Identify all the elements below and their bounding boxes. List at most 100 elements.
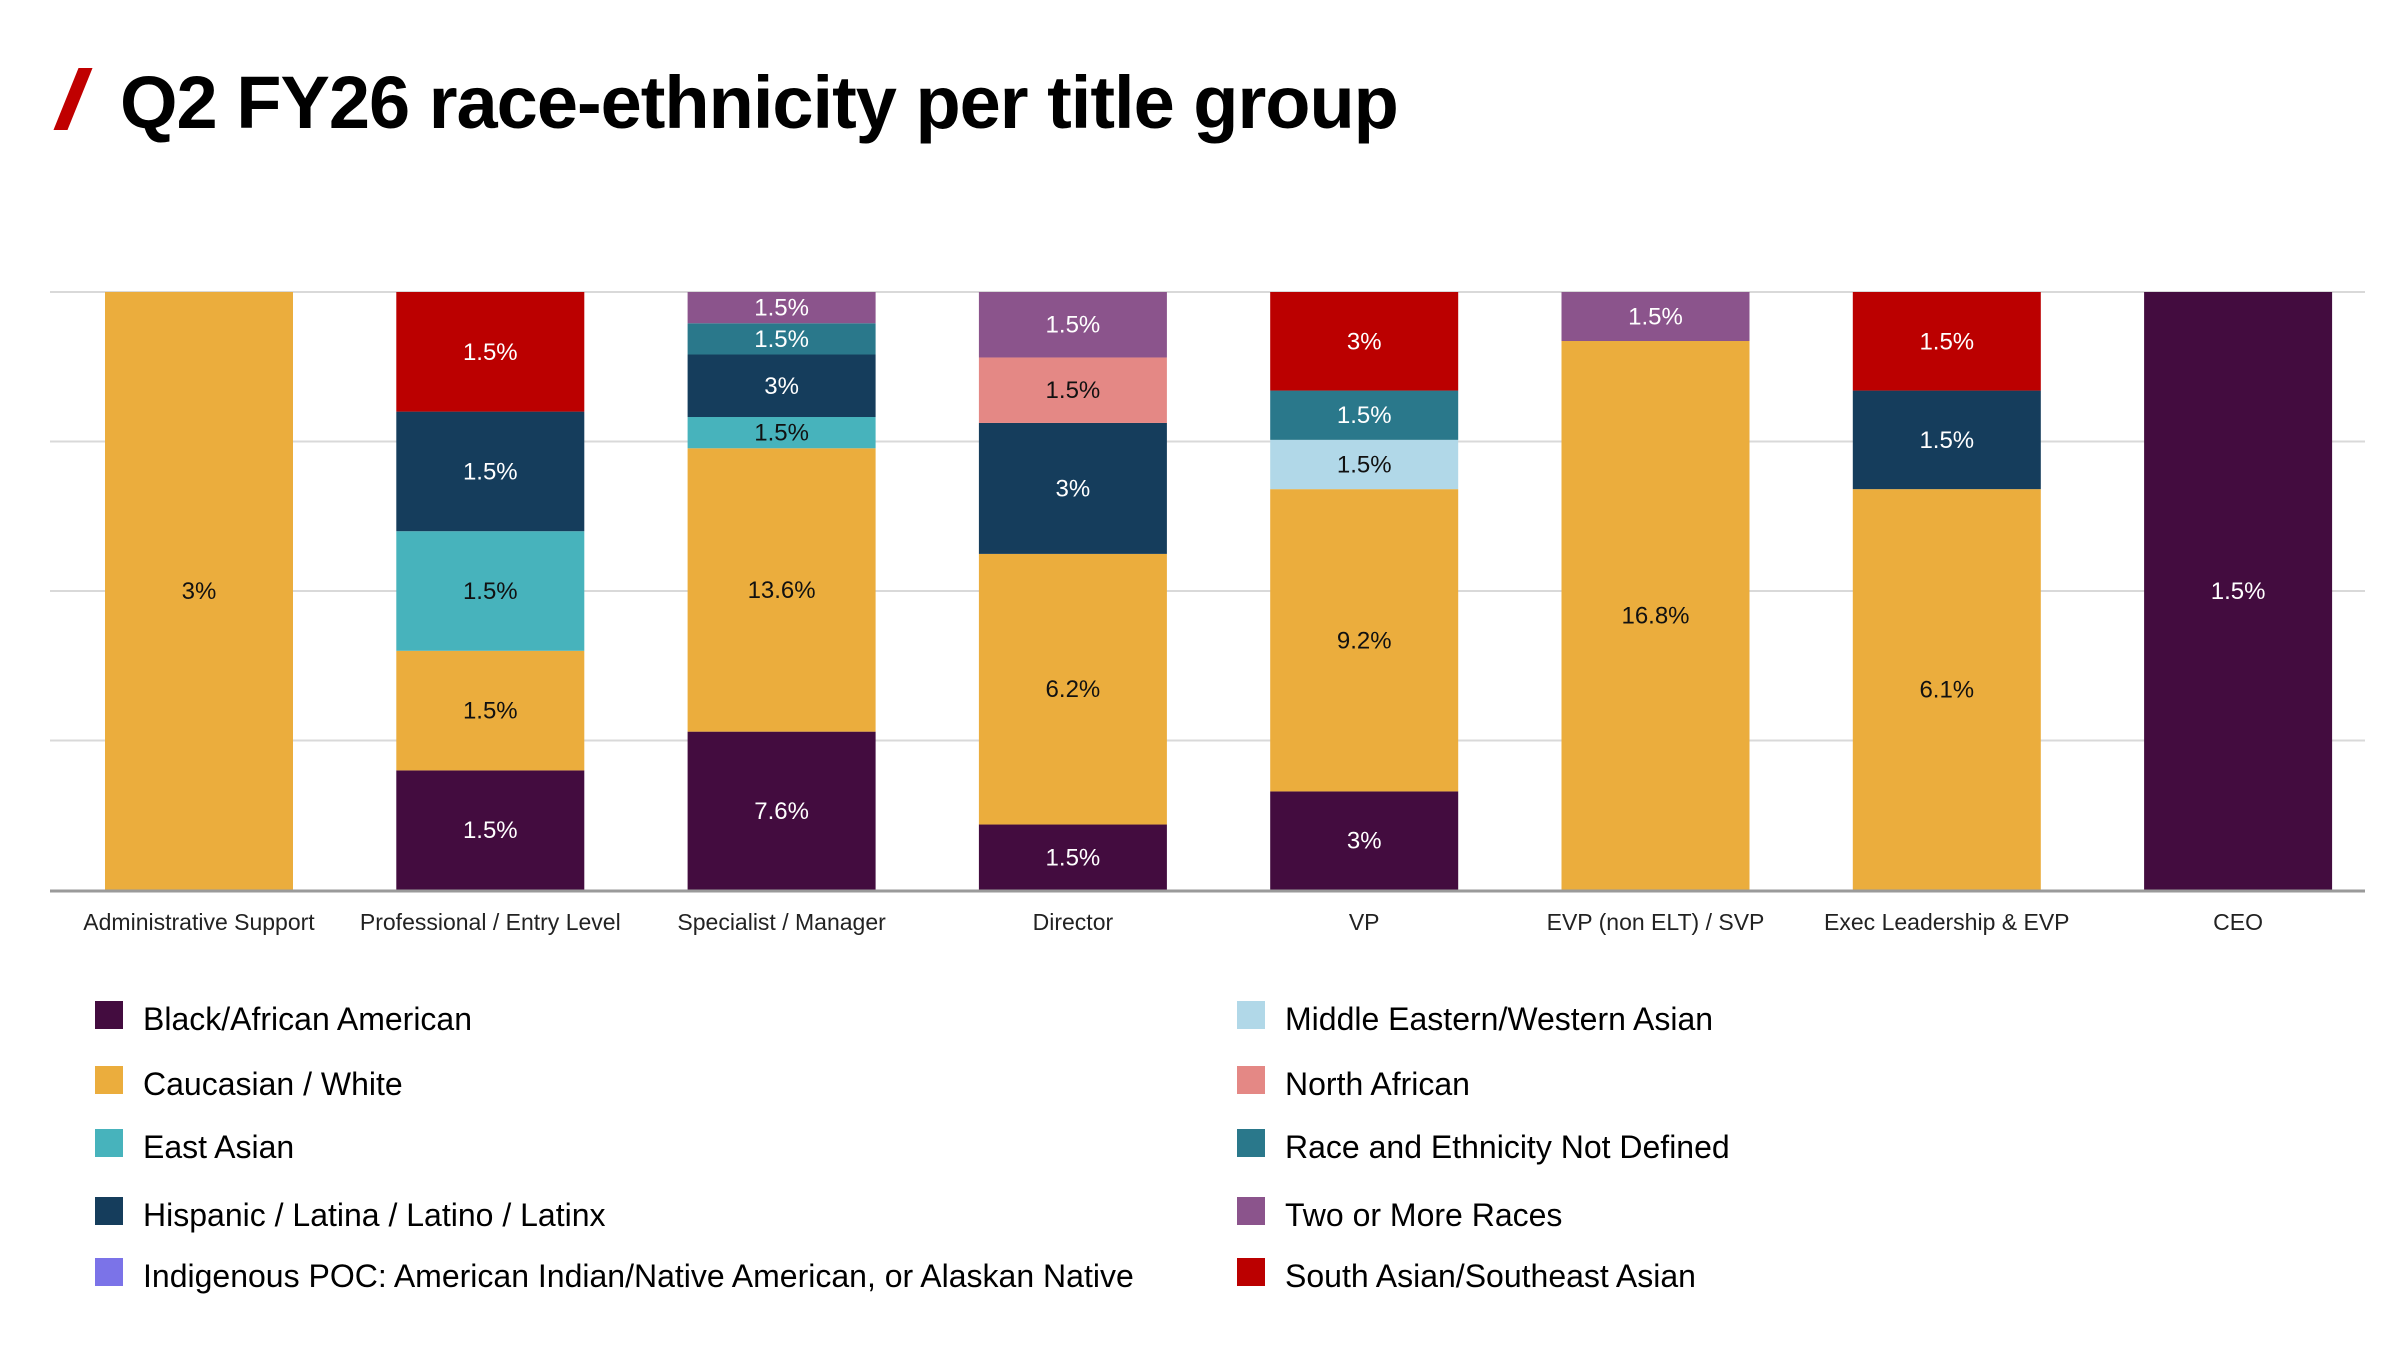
bar-segment — [1561, 341, 1750, 891]
data-label: 9.2% — [1337, 627, 1392, 654]
legend-label: Race and Ethnicity Not Defined — [1285, 1129, 1730, 1165]
bar-segment — [396, 531, 585, 651]
bar-segment — [1852, 390, 2041, 490]
legend-swatch-icon — [1237, 1065, 1265, 1094]
bar-segment — [687, 354, 876, 418]
legend-swatch-icon — [95, 1065, 123, 1094]
bar-segment — [978, 292, 1167, 358]
category-label: Professional / Entry Level — [360, 909, 621, 935]
bar-stack: 1.5% 1.5% 1.5% 1.5% 1.5% — [396, 292, 585, 890]
bar-segment — [1270, 439, 1459, 490]
bar-segment — [396, 770, 585, 890]
legend-item: Race and Ethnicity Not Defined — [1237, 1128, 1730, 1166]
data-label: 3% — [1056, 475, 1091, 502]
bar-segment — [687, 417, 876, 449]
bar-segment — [687, 731, 876, 890]
bar-segment — [396, 292, 585, 412]
data-label: 1.5% — [1919, 427, 1974, 454]
legend-swatch-icon — [95, 1196, 123, 1225]
data-label: 1.5% — [463, 698, 518, 725]
legend-swatch-icon — [1237, 1000, 1265, 1029]
legend-swatch-icon — [1237, 1128, 1265, 1157]
data-label: 1.5% — [1337, 452, 1392, 479]
legend-item: East Asian — [95, 1128, 295, 1166]
bar-segment — [978, 553, 1167, 825]
bar-segment — [396, 650, 585, 771]
data-label: 1.5% — [1628, 304, 1683, 331]
bar-segment — [396, 411, 585, 532]
data-label: 3% — [764, 373, 799, 400]
bar-stack: 16.8% 1.5% — [1561, 292, 1750, 891]
data-label: 6.1% — [1919, 677, 1974, 704]
category-label: EVP (non ELT) / SVP — [1547, 909, 1765, 935]
bar-stack: 3% 9.2% 1.5% 1.5% 3% — [1270, 292, 1459, 890]
legend-item: Hispanic / Latina / Latino / Latinx — [95, 1196, 606, 1234]
data-label: 6.2% — [1046, 676, 1101, 703]
category-label: Specialist / Manager — [677, 909, 886, 935]
category-label: Administrative Support — [83, 909, 315, 935]
legend-label: East Asian — [143, 1129, 295, 1165]
legend-label: Black/African American — [143, 1001, 473, 1037]
data-label: 1.5% — [1337, 402, 1392, 429]
legend-item: Indigenous POC: American Indian/Native A… — [95, 1257, 1134, 1295]
data-label: 1.5% — [463, 458, 518, 485]
bar-segment — [1270, 489, 1459, 792]
category-label: Director — [1033, 909, 1114, 935]
legend-label: North African — [1285, 1066, 1470, 1102]
legend-label: Indigenous POC: American Indian/Native A… — [143, 1258, 1134, 1294]
data-label: 3% — [1347, 828, 1382, 855]
bar-segment — [978, 357, 1167, 423]
bar-segment — [1270, 791, 1459, 890]
legend-swatch-icon — [95, 1000, 123, 1029]
bar-segment — [1561, 292, 1750, 342]
bar-segment — [978, 824, 1167, 890]
category-label: Exec Leadership & EVP — [1824, 909, 2069, 935]
bar-stack: 1.5% 6.2% 3% 1.5% 1.5% — [978, 292, 1167, 890]
bar-segment — [105, 292, 293, 890]
bar-segment — [1270, 390, 1459, 440]
bar-segment — [687, 292, 876, 324]
page-title: Q2 FY26 race-ethnicity per title group — [120, 60, 1399, 144]
data-label: 1.5% — [1046, 312, 1101, 339]
data-label: 1.5% — [463, 578, 518, 605]
category-labels: Administrative Support Professional / Ent… — [83, 909, 2263, 935]
legend-label: Caucasian / White — [143, 1066, 403, 1102]
data-label: 1.5% — [1919, 328, 1974, 355]
legend-label: Two or More Races — [1285, 1197, 1563, 1233]
data-label: 1.5% — [463, 339, 518, 366]
bar-segment — [1852, 292, 2041, 391]
data-label: 1.5% — [754, 420, 809, 447]
bar-segment — [1852, 489, 2041, 890]
legend-swatch-icon — [1237, 1196, 1265, 1225]
legend-label: Middle Eastern/Western Asian — [1285, 1001, 1714, 1037]
category-label: VP — [1349, 909, 1380, 935]
data-label: 1.5% — [463, 817, 518, 844]
data-label: 1.5% — [1046, 377, 1101, 404]
legend-swatch-icon — [1237, 1257, 1265, 1286]
data-label: 3% — [182, 578, 217, 605]
legend-item: Caucasian / White — [95, 1065, 403, 1103]
legend-swatch-icon — [95, 1128, 123, 1157]
legend-item: Middle Eastern/Western Asian — [1237, 1000, 1714, 1038]
bars: 3%1.5%1.5%1.5%1.5%1.5%7.6%13.6%1.5%3%1.5… — [105, 292, 2333, 891]
legend-item: North African — [1237, 1065, 1470, 1103]
bar-segment — [2144, 292, 2333, 890]
bar-segment — [687, 448, 876, 732]
data-label: 13.6% — [748, 577, 816, 604]
legend-item: Black/African American — [95, 1000, 473, 1038]
title-bar: Q2 FY26 race-ethnicity per title group — [53, 52, 1399, 152]
data-label: 7.6% — [754, 798, 809, 825]
bar-segment — [978, 422, 1167, 554]
legend-item: Two or More Races — [1237, 1196, 1563, 1234]
bar-stack: 1.5% — [2144, 292, 2333, 890]
bar-stack: 3% — [105, 292, 293, 890]
data-label: 1.5% — [1046, 844, 1101, 871]
legend-swatch-icon — [95, 1257, 123, 1286]
data-label: 16.8% — [1621, 603, 1689, 630]
data-label: 1.5% — [754, 295, 809, 322]
data-label: 3% — [1347, 328, 1382, 355]
data-label: 1.5% — [754, 326, 809, 353]
legend-item: South Asian/Southeast Asian — [1237, 1257, 1696, 1295]
legend-label: South Asian/Southeast Asian — [1285, 1258, 1696, 1294]
